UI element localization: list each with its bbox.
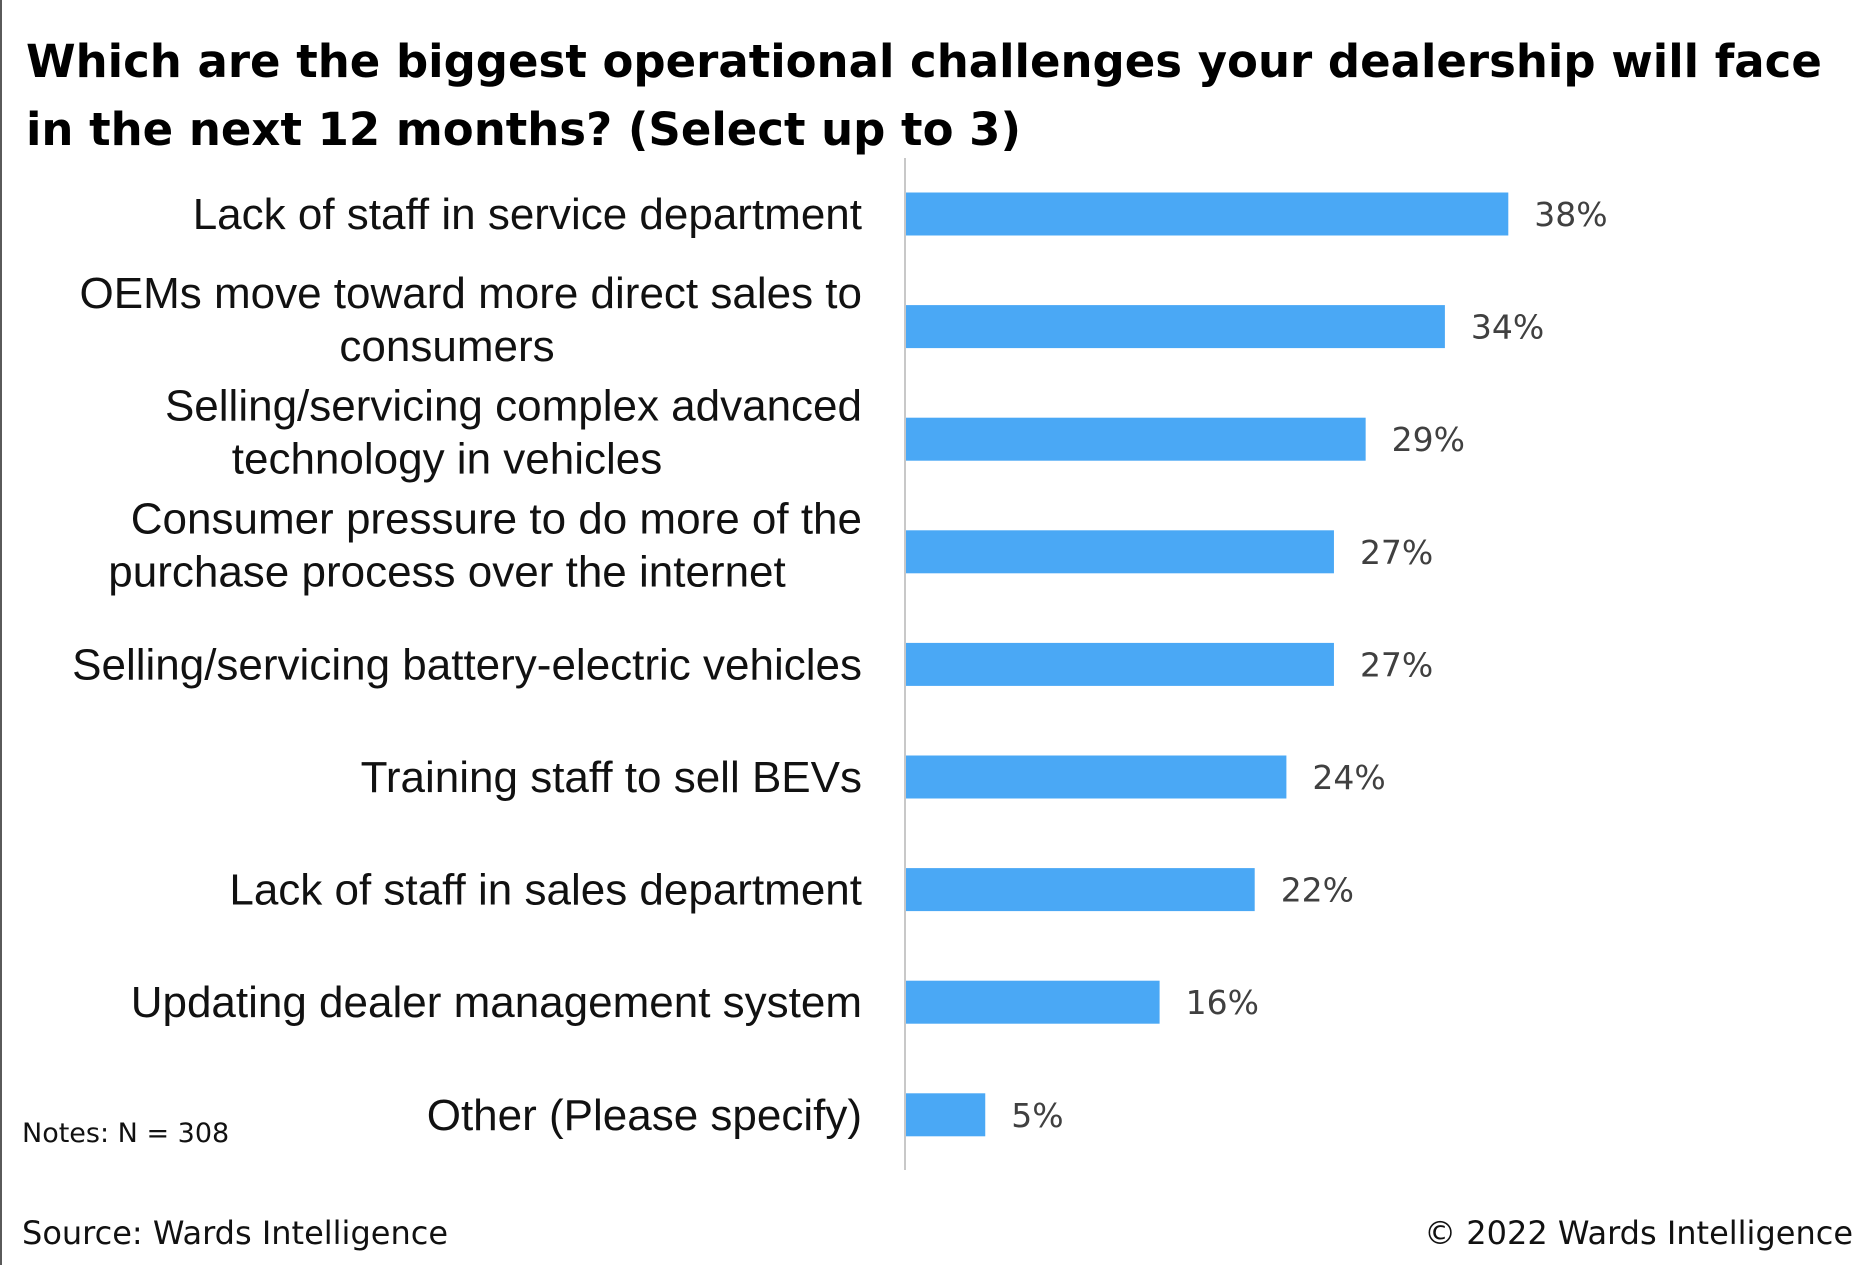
category-label-2-line-0: Selling/servicing complex advanced	[165, 382, 862, 431]
category-label-0: Lack of staff in service department	[193, 190, 862, 239]
value-label-6: 22%	[1281, 871, 1354, 910]
value-label-1: 34%	[1471, 308, 1544, 347]
category-label-6: Lack of staff in sales department	[229, 866, 862, 915]
chart-title: Which are the biggest operational challe…	[26, 35, 1822, 156]
bar-1	[906, 305, 1445, 349]
source-credit: Source: Wards Intelligence	[22, 1214, 448, 1252]
category-label-5: Training staff to sell BEVs	[361, 753, 862, 802]
category-label-7: Updating dealer management system	[131, 978, 862, 1027]
bar-5	[906, 755, 1287, 799]
category-label-2-line-1: technology in vehicles	[232, 435, 662, 484]
bar-3	[906, 530, 1334, 574]
bar-0	[906, 192, 1509, 236]
value-label-2: 29%	[1392, 420, 1465, 459]
bar-4	[906, 642, 1334, 686]
value-label-5: 24%	[1312, 758, 1385, 797]
category-label-1-line-0: OEMs move toward more direct sales to	[80, 269, 862, 318]
category-label-3-line-1: purchase process over the internet	[108, 547, 786, 596]
bar-7	[906, 980, 1160, 1024]
bar-6	[906, 868, 1255, 912]
value-label-4: 27%	[1360, 645, 1433, 684]
category-label-4: Selling/servicing battery-electric vehic…	[72, 640, 862, 689]
category-label-1-line-1: consumers	[339, 322, 554, 371]
value-label-3: 27%	[1360, 533, 1433, 572]
category-label-3-line-0: Consumer pressure to do more of the	[131, 494, 862, 543]
category-label-8: Other (Please specify)	[427, 1091, 862, 1140]
copyright-notice: © 2022 Wards Intelligence	[1424, 1214, 1853, 1252]
value-label-8: 5%	[1011, 1096, 1063, 1135]
value-label-0: 38%	[1534, 195, 1607, 234]
bar-2	[906, 417, 1366, 461]
value-label-7: 16%	[1186, 983, 1259, 1022]
bar-8	[906, 1093, 986, 1137]
sample-size-note: Notes: N = 308	[22, 1118, 230, 1149]
